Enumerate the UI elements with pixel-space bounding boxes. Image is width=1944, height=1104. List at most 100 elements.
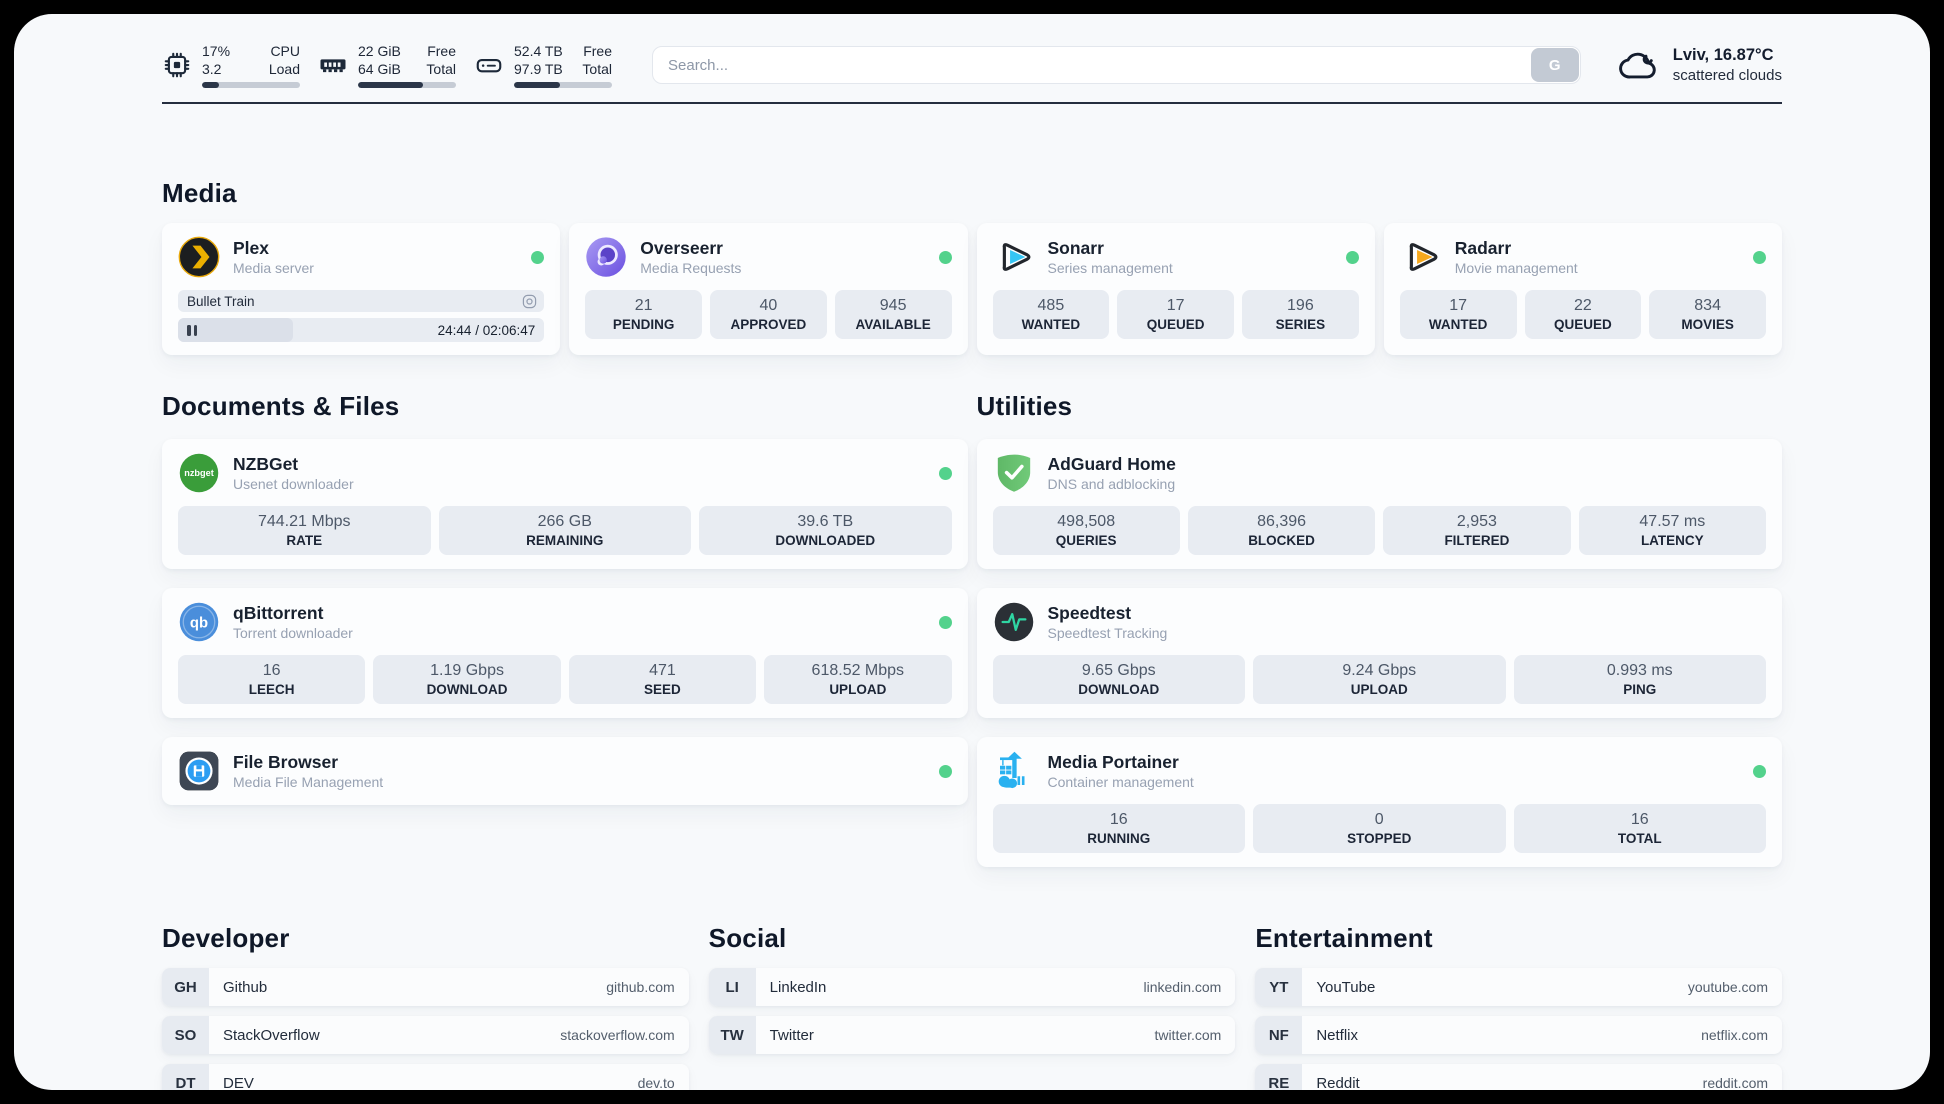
section-title-media: Media [162,178,237,208]
app-card-adguard[interactable]: AdGuard Home DNS and adblocking 498,508 Q… [976,439,1782,569]
header-divider [162,102,1782,104]
app-subtitle: Torrent downloader [233,625,353,641]
documents-column: Documents & Files nzbget NZBGet Usenet d… [162,391,968,867]
bookmark-dev[interactable]: DT DEV dev.to [162,1064,689,1090]
adguard-icon [993,452,1035,494]
bookmark-name: Reddit [1316,1074,1360,1091]
pause-icon [187,324,197,336]
weather-widget: Lviv, 16.87°C scattered clouds [1617,43,1782,87]
weather-location-temp: Lviv, 16.87°C [1672,45,1774,64]
svg-text:nzbget: nzbget [184,468,214,478]
bookmark-group-developer: Developer GH Github github.com SO StackO… [162,923,689,1090]
bookmark-url: stackoverflow.com [560,1027,675,1043]
bookmark-abbr: GH [162,968,209,1006]
speedtest-icon [993,601,1035,643]
nzbget-icon: nzbget [178,452,220,494]
stat-tile-latency: 47.57 ms LATENCY [1578,506,1766,555]
bookmark-reddit[interactable]: RE Reddit reddit.com [1255,1064,1783,1091]
app-title: NZBGet [233,454,299,474]
bookmark-group-social: Social LI LinkedIn linkedin.com TW Twitt… [708,923,1236,1090]
section-title-documents: Documents & Files [162,391,400,421]
status-online-dot [938,250,952,264]
memory-total-value: 64 GiB [358,61,401,77]
bookmark-name: Github [223,978,268,996]
pause-button[interactable] [178,318,293,342]
section-title-utilities: Utilities [976,391,1073,421]
app-card-overseerr[interactable]: Overseerr Media Requests 21 PENDING 40 APP… [569,223,968,355]
top-bar: 17% 3.2 CPU Load 22 GiB 64 GiB Free Total [162,40,1782,90]
system-stats: 17% 3.2 CPU Load 22 GiB 64 GiB Free Total [162,42,612,88]
stat-tile-approved: 40 APPROVED [710,290,827,339]
sonarr-icon [993,236,1035,278]
stat-tile-series: 196 SERIES [1242,290,1359,339]
app-card-radarr[interactable]: Radarr Movie management 17 WANTED 22 QUEUE… [1383,223,1782,355]
status-online-dot [938,466,952,480]
stat-tile-downloaded: 39.6 TB DOWNLOADED [699,506,952,555]
app-card-nzbget[interactable]: nzbget NZBGet Usenet downloader 744.21 M… [162,439,968,569]
bookmark-youtube[interactable]: YT YouTube youtube.com [1255,968,1783,1006]
playback-time: 24:44 / 02:06:47 [437,322,536,338]
status-online-dot [1753,250,1766,264]
app-subtitle: Container management [1047,774,1194,790]
app-card-speedtest[interactable]: Speedtest Speedtest Tracking 9.65 Gbps DO… [976,588,1782,718]
bookmark-abbr: TW [708,1016,756,1054]
app-card-sonarr[interactable]: Sonarr Series management 485 WANTED 17 QUE… [976,223,1375,355]
app-card-plex[interactable]: Plex Media server Bullet Train 24:44 / 0… [162,223,561,355]
qbittorrent-icon: qb [178,601,220,643]
stat-tile-download: 9.65 Gbps DOWNLOAD [992,655,1245,704]
bookmark-url: linkedin.com [1143,979,1222,995]
section-title-entertainment: Entertainment [1255,923,1433,953]
app-card-filebrowser[interactable]: File Browser Media File Management [162,737,968,805]
bookmark-url: dev.to [637,1075,675,1090]
stat-tile-queries: 498,508 QUERIES [992,506,1180,555]
session-icon[interactable] [522,294,537,309]
stat-tile-total: 16 TOTAL [1513,804,1766,853]
disk-total-label: Total [582,61,612,77]
bookmark-abbr: YT [1255,968,1303,1006]
stat-tile-queued: 22 QUEUED [1524,290,1642,339]
stat-tile-rate: 744.21 Mbps RATE [178,506,431,555]
app-title: Plex [233,238,269,258]
utilities-column: Utilities AdGuard Home [976,391,1782,867]
media-cards-row: Plex Media server Bullet Train 24:44 / 0… [162,223,1782,355]
app-title: qBittorrent [233,603,324,623]
bookmark-group-entertainment: Entertainment YT YouTube youtube.com NF … [1255,923,1783,1091]
app-subtitle: Movie management [1454,260,1578,276]
app-card-qbittorrent[interactable]: qb qBittorrent Torrent downloader 16 LEEC… [162,588,968,718]
app-title: Sonarr [1047,238,1104,258]
stat-tile-wanted: 17 WANTED [1399,290,1517,339]
stat-tile-blocked: 86,396 BLOCKED [1187,506,1376,555]
app-subtitle: Speedtest Tracking [1047,625,1168,641]
bookmark-netflix[interactable]: NF Netflix netflix.com [1255,1016,1783,1054]
status-online-dot [1753,764,1766,778]
bookmark-linkedin[interactable]: LI LinkedIn linkedin.com [708,968,1236,1006]
app-subtitle: Usenet downloader [233,476,354,492]
bookmark-github[interactable]: GH Github github.com [162,968,689,1006]
cpu-usage-value: 17% [202,43,231,59]
status-online-dot [938,764,952,778]
bookmark-stackoverflow[interactable]: SO StackOverflow stackoverflow.com [162,1016,689,1054]
bookmark-name: Twitter [769,1026,814,1044]
app-title: Media Portainer [1047,752,1179,772]
stat-tile-queued: 17 QUEUED [1117,290,1234,339]
bookmark-abbr: NF [1255,1016,1303,1054]
stat-tile-leech: 16 LEECH [178,655,366,704]
playback-progress-row: 24:44 / 02:06:47 [178,318,545,342]
app-card-portainer[interactable]: Media Portainer Container management 16 R… [976,737,1782,867]
stat-tile-download: 1.19 Gbps DOWNLOAD [373,655,561,704]
search-engine-button[interactable]: G [1530,48,1579,82]
filebrowser-icon [178,750,220,792]
bookmark-twitter[interactable]: TW Twitter twitter.com [708,1016,1236,1054]
cloud-icon [1617,43,1661,87]
memory-progress-bar [358,82,456,88]
search-input[interactable] [652,46,1581,84]
cpu-label: CPU [270,43,300,59]
svg-text:qb: qb [190,615,208,631]
stat-tile-filtered: 2,953 FILTERED [1383,506,1571,555]
bookmark-name: DEV [223,1074,254,1091]
app-subtitle: Media File Management [233,774,384,790]
bookmark-url: github.com [606,979,675,995]
stat-tile-upload: 9.24 Gbps UPLOAD [1253,655,1506,704]
section-title-developer: Developer [162,923,290,953]
weather-condition: scattered clouds [1672,66,1782,84]
